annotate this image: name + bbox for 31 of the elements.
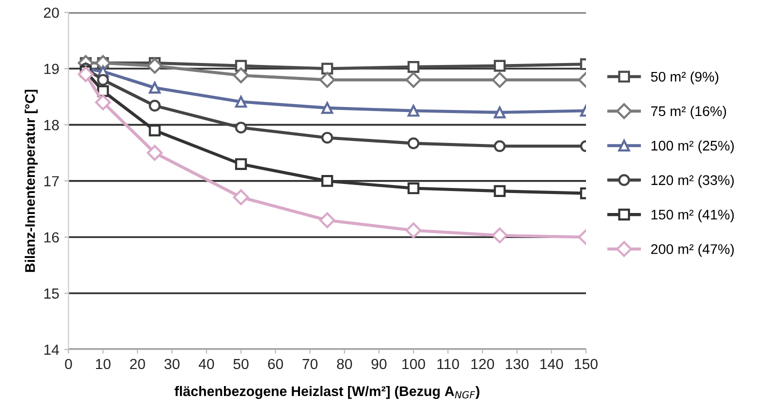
y-axis-title: Bilanz-Innentemperatur [°C]: [24, 90, 38, 272]
x-tick-label: 90: [372, 358, 387, 370]
y-tick-label: 20: [44, 8, 59, 18]
x-tick-label: 100: [402, 358, 426, 370]
x-tick-label: 70: [302, 358, 318, 370]
legend-label: 75 m² (16%): [651, 106, 726, 119]
y-tick-label: 18: [44, 120, 59, 130]
x-tick-label: 130: [506, 358, 529, 370]
legend-label: 120 m² (33%): [652, 174, 734, 188]
x-tick-label: 150: [574, 358, 598, 370]
legend-label: 200 m² (47%): [651, 244, 734, 257]
x-tick-label: 50: [233, 358, 249, 370]
y-tick-label: 14: [44, 344, 60, 355]
y-tick-label: 19: [44, 64, 59, 74]
x-tick-label: 140: [540, 358, 564, 370]
x-tick-label: 110: [437, 358, 460, 370]
x-tick-label: 10: [96, 358, 111, 370]
y-tick-label: 17: [44, 176, 59, 186]
x-tick-label: 30: [164, 358, 180, 370]
x-tick-label: 0: [65, 358, 72, 370]
x-tick-label: 40: [198, 358, 214, 370]
legend-label: 100 m² (25%): [652, 140, 734, 154]
legend-label: 150 m² (41%): [652, 209, 734, 222]
legend-label: 50 m² (9%): [651, 71, 718, 84]
y-tick-label: 16: [44, 232, 59, 243]
y-tick-label: 15: [44, 288, 59, 299]
x-tick-label: 80: [337, 358, 352, 370]
x-axis-title: flächenbezogene Heizlast [W/m²] (Bezug A$_{NGF}$): [174, 386, 480, 399]
x-tick-label: 20: [130, 358, 146, 370]
x-tick-label: 120: [471, 358, 494, 370]
x-tick-label: 60: [268, 358, 284, 370]
